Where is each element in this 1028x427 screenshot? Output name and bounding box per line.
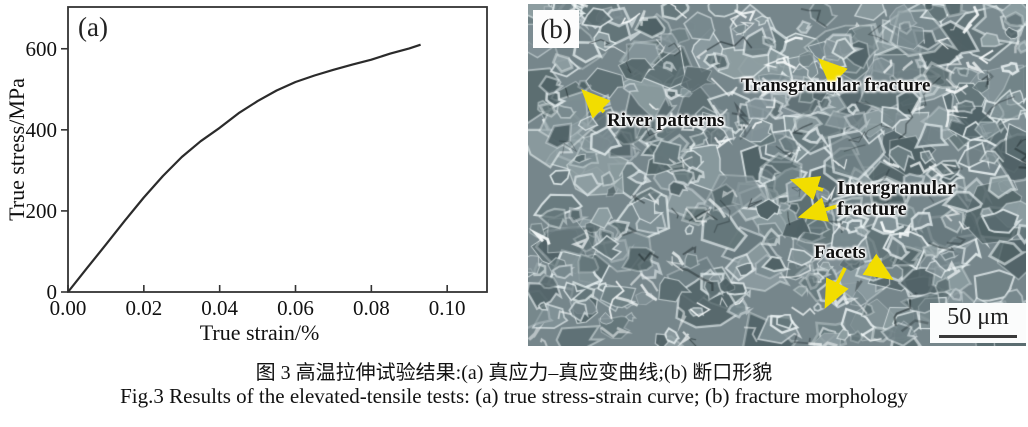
scale-bar: 50 μm: [930, 303, 1026, 343]
x-tick-label: 0.02: [125, 296, 162, 320]
annotation-facets: Facets: [814, 242, 866, 263]
x-tick-label: 0.00: [50, 296, 87, 320]
caption-chinese: 图 3 高温拉伸试验结果:(a) 真应力–真应变曲线;(b) 断口形貌: [255, 362, 773, 384]
panel-b-sem-micrograph: (b) Transgranular fracture River pattern…: [528, 4, 1026, 346]
annotation-transgranular-fracture: Transgranular fracture: [741, 75, 931, 96]
plot-frame: [67, 6, 488, 293]
scale-bar-line: [939, 335, 1017, 338]
annotation-intergranular-fracture: Intergranular fracture: [837, 177, 956, 220]
x-axis-label: True strain/%: [200, 320, 320, 345]
sem-image: [528, 4, 1026, 346]
y-axis-label: True stress/MPa: [4, 78, 29, 221]
panel-a-label: (a): [78, 12, 108, 42]
stress-strain-chart-svg: 0.00 0.02 0.04 0.06 0.08 0.10 0 200 400 600 True s…: [4, 6, 488, 345]
x-tick-label: 0.10: [429, 296, 466, 320]
caption-english: Fig.3 Results of the elevated-tensile te…: [120, 384, 908, 408]
scale-bar-label: 50 μm: [947, 304, 1009, 330]
annotation-river-patterns: River patterns: [607, 110, 725, 131]
x-tick-label: 0.06: [277, 296, 314, 320]
panel-a-stress-strain-chart: 0.00 0.02 0.04 0.06 0.08 0.10 0 200 400 600 True s…: [0, 0, 510, 348]
y-tick-label: 400: [26, 118, 58, 142]
panel-b-label: (b): [533, 10, 579, 48]
stress-strain-curve: [67, 43, 421, 293]
y-tick-label: 200: [26, 199, 58, 223]
x-tick-label: 0.04: [201, 296, 238, 320]
y-tick-label: 600: [26, 37, 58, 61]
y-tick-label: 0: [47, 280, 58, 304]
x-tick-label: 0.08: [353, 296, 390, 320]
